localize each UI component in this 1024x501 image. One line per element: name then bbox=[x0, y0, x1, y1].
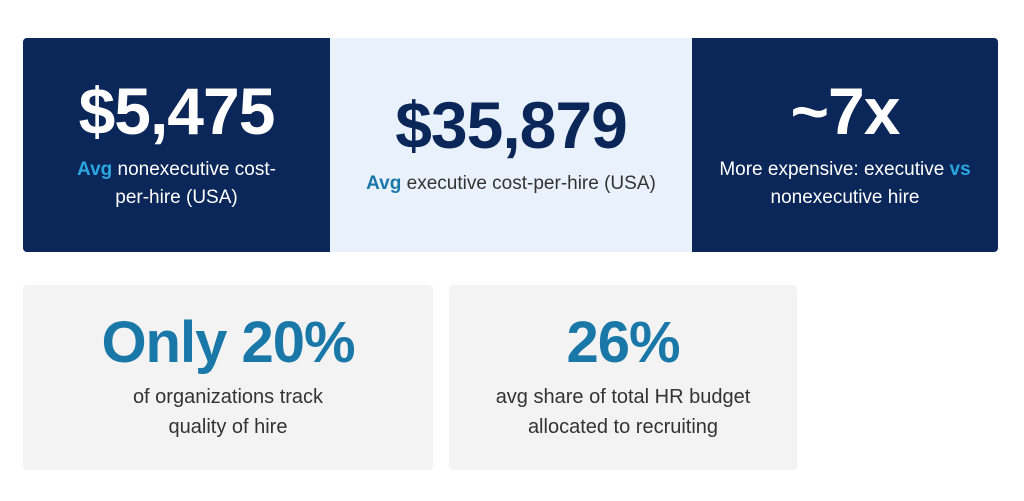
stat-label: of organizations track quality of hire bbox=[133, 382, 323, 442]
stat-card-quality-of-hire: Only 20% of organizations track quality o… bbox=[23, 285, 433, 470]
stat-text: executive cost-per-hire (USA) bbox=[401, 173, 656, 194]
stat-card-executive-cost: $35,879 Avg executive cost-per-hire (USA… bbox=[330, 38, 692, 252]
stat-value: 26% bbox=[566, 309, 680, 375]
stat-accent: Avg bbox=[77, 159, 113, 180]
stat-text: nonexecutive cost- bbox=[112, 159, 276, 180]
stat-card-multiplier: ~7x More expensive: executive vs nonexecu… bbox=[692, 38, 998, 252]
stat-accent: vs bbox=[949, 159, 971, 180]
stat-card-hr-budget: 26% avg share of total HR budget allocate… bbox=[449, 285, 797, 470]
stat-text: More expensive: executive bbox=[719, 159, 950, 180]
stat-text: per-hire (USA) bbox=[115, 187, 238, 208]
stat-label: Avg nonexecutive cost-per-hire (USA) bbox=[77, 156, 276, 212]
stat-value: $5,475 bbox=[78, 74, 276, 148]
stat-value: $35,879 bbox=[395, 88, 628, 162]
stat-text: avg share of total HR budget bbox=[495, 385, 751, 408]
stat-value: Only 20% bbox=[101, 309, 355, 375]
stat-value: ~7x bbox=[790, 74, 901, 148]
stat-text: allocated to recruiting bbox=[527, 415, 719, 438]
stat-card-nonexecutive-cost: $5,475 Avg nonexecutive cost-per-hire (U… bbox=[23, 38, 330, 252]
stat-label: More expensive: executive vs nonexecutive… bbox=[719, 156, 970, 212]
stat-label: Avg executive cost-per-hire (USA) bbox=[366, 170, 656, 198]
stat-accent: Avg bbox=[366, 173, 402, 194]
stat-text: nonexecutive hire bbox=[770, 187, 920, 208]
stat-label: avg share of total HR budget allocated to… bbox=[496, 382, 751, 442]
stat-text: of organizations track bbox=[132, 385, 324, 408]
stat-text: quality of hire bbox=[168, 415, 288, 438]
